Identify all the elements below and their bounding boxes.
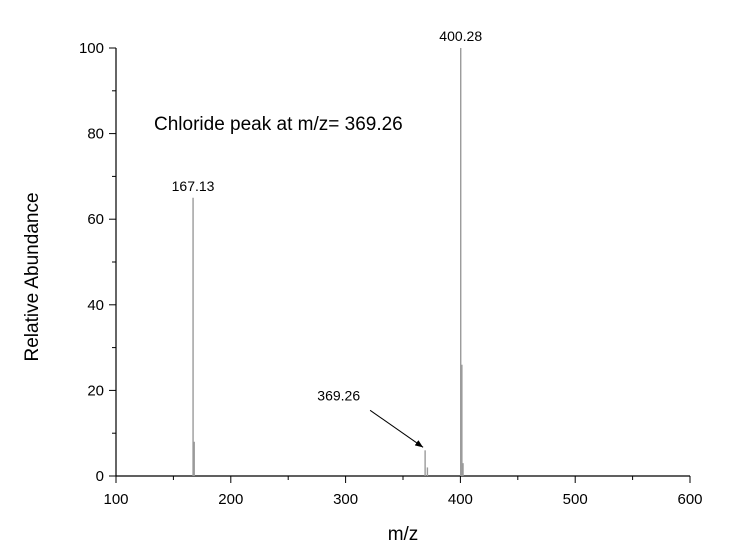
- x-tick-label: 600: [677, 491, 702, 508]
- y-tick-label: 20: [87, 382, 104, 399]
- y-tick-label: 40: [87, 297, 104, 314]
- x-tick-label: 300: [333, 491, 358, 508]
- arrow: [369, 409, 424, 448]
- x-tick-label: 500: [563, 491, 588, 508]
- y-tick-label: 60: [87, 211, 104, 228]
- y-axis-label: Relative Abundance: [22, 192, 43, 361]
- peak-label: 167.13: [172, 178, 215, 194]
- x-tick-label: 200: [218, 491, 243, 508]
- x-axis-label: m/z: [388, 524, 419, 545]
- peak-label: 400.28: [439, 28, 482, 44]
- annotation: Chloride peak at m/z= 369.26: [154, 114, 403, 135]
- x-tick-label: 400: [448, 491, 473, 508]
- y-tick-label: 0: [96, 468, 104, 485]
- y-tick-label: 80: [87, 126, 104, 143]
- y-tick-label: 100: [79, 40, 104, 57]
- peak-label: 369.26: [317, 387, 360, 403]
- x-tick-label: 100: [103, 491, 128, 508]
